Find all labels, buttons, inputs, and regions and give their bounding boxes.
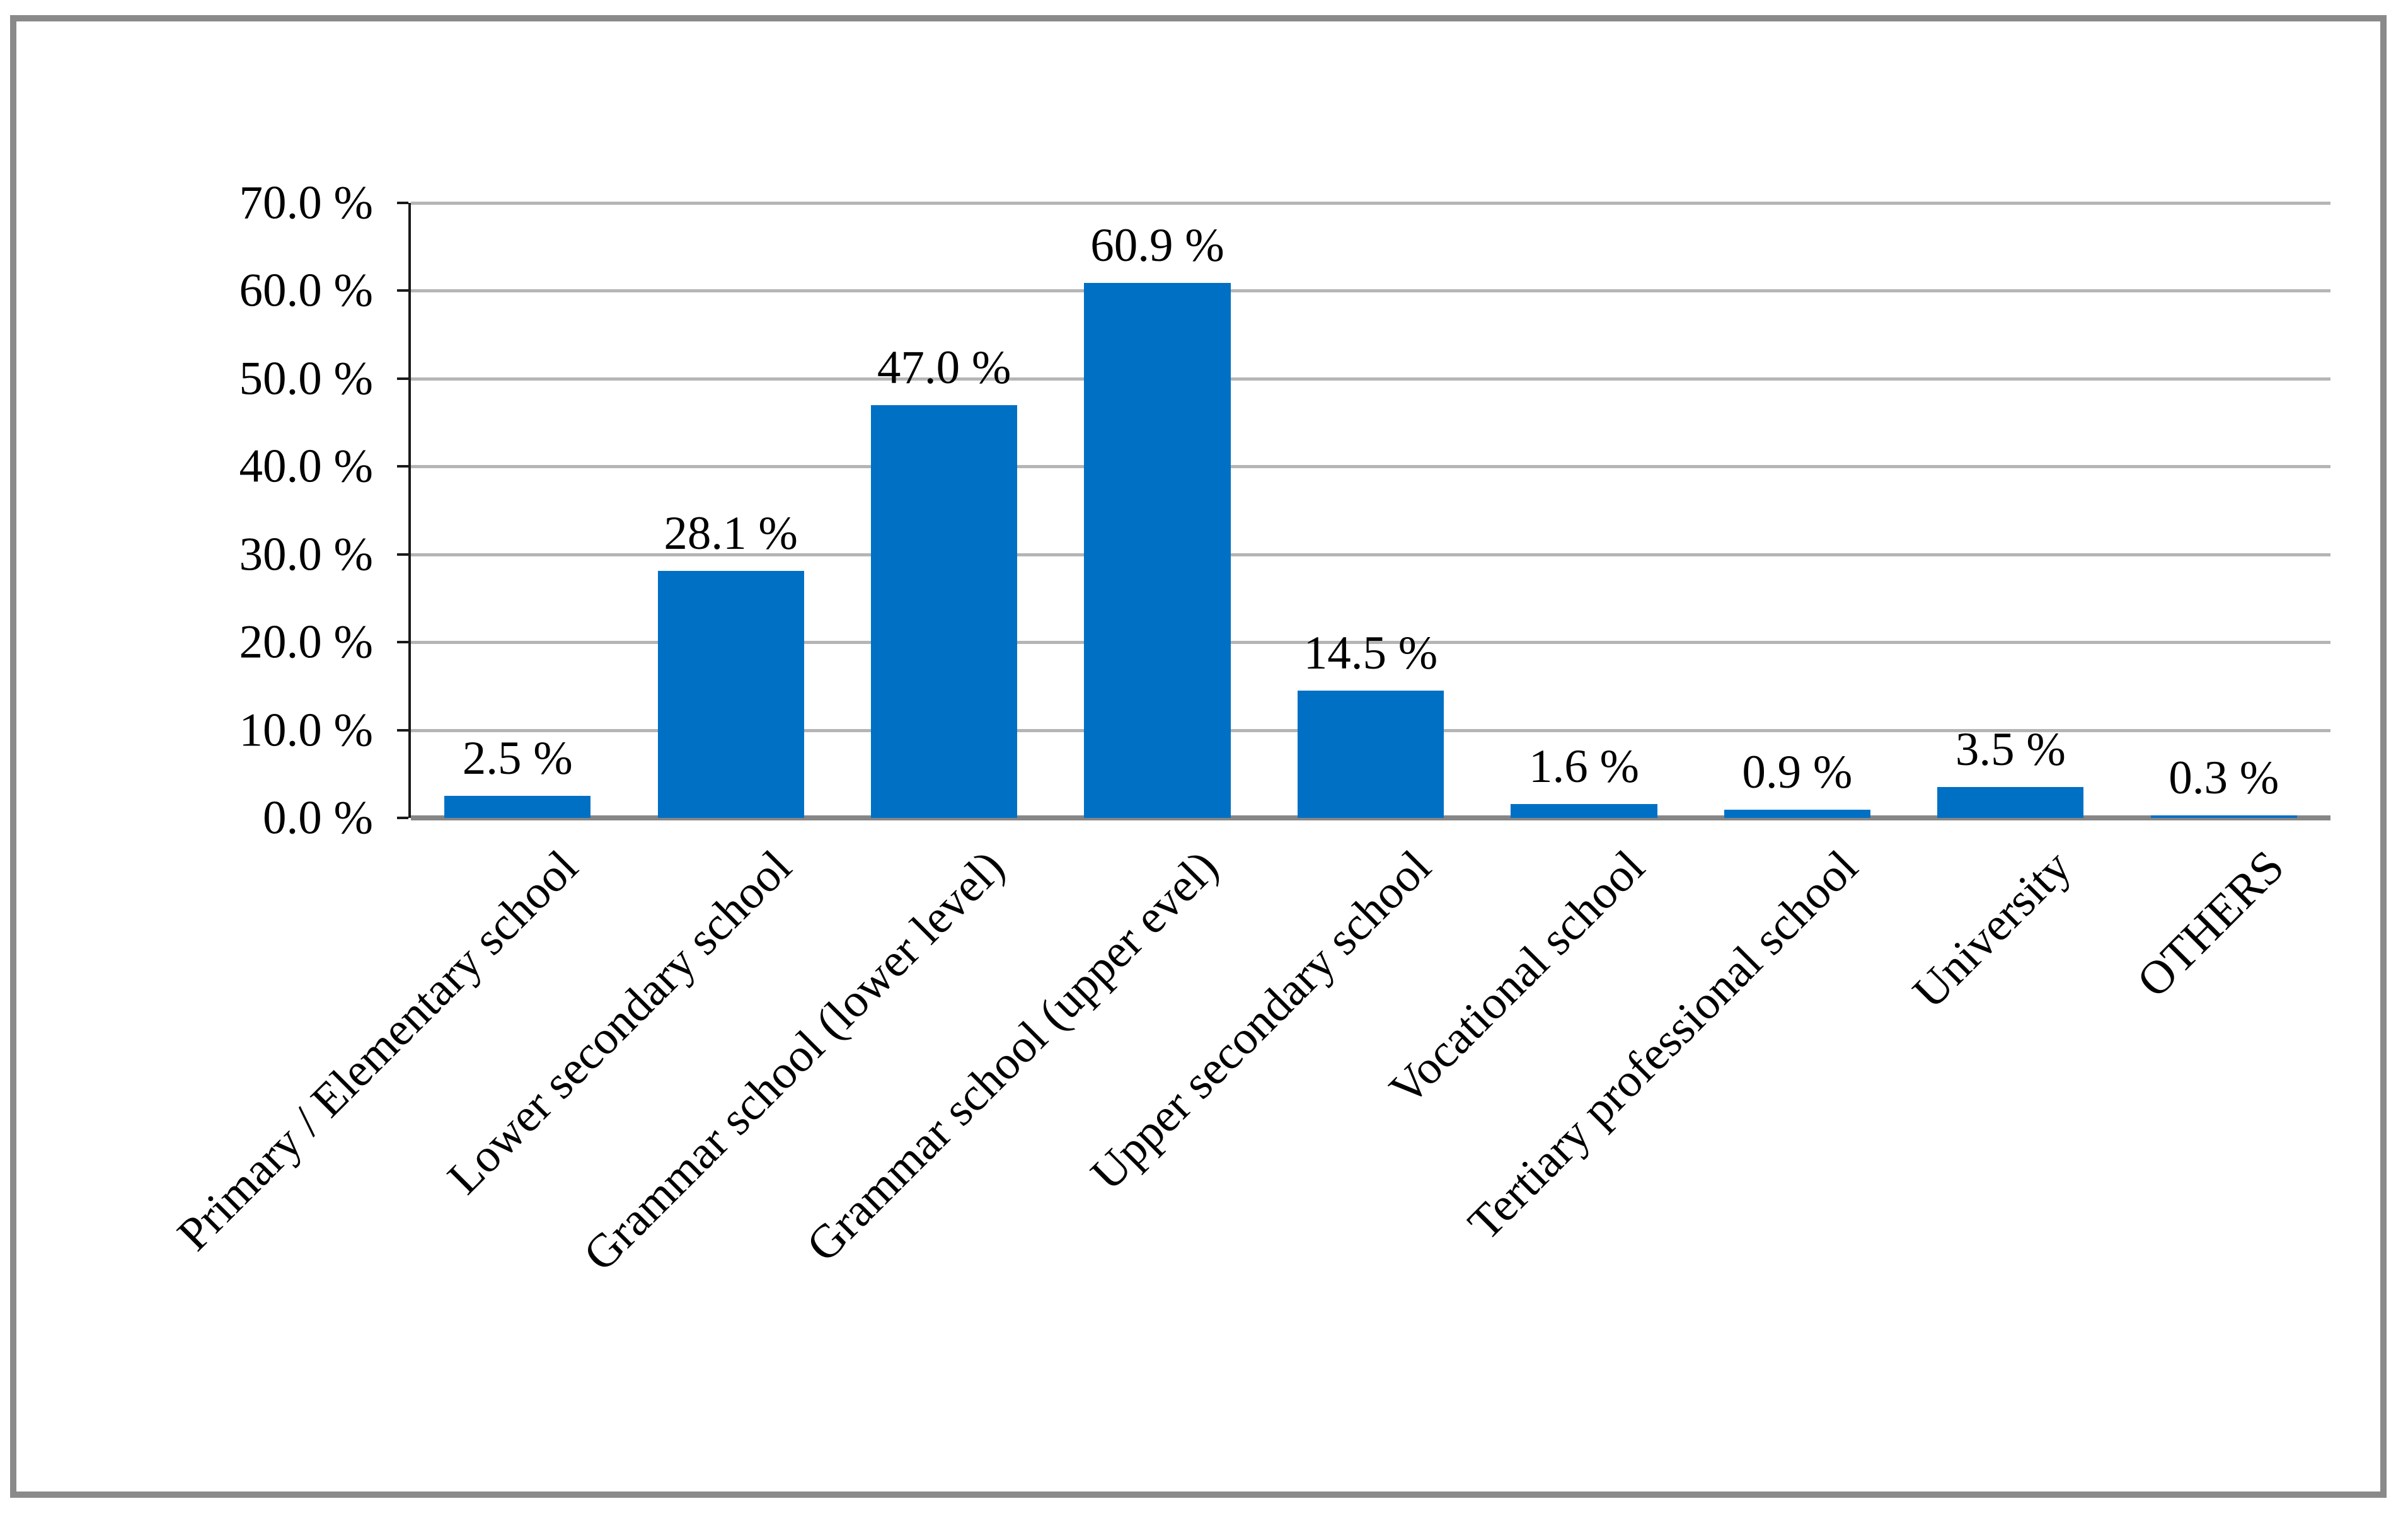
bar	[1297, 690, 1444, 818]
bar-value-label: 60.9 %	[1090, 219, 1224, 272]
bar	[444, 796, 591, 818]
y-axis-tick	[397, 465, 408, 468]
x-label-anchor: Tertiary professional school	[1305, 841, 1868, 1250]
bar	[871, 405, 1018, 818]
x-category-label: Grammar school (lower level)	[573, 840, 1015, 1282]
bar	[1937, 787, 2084, 818]
x-category-label: OTHERS	[2127, 840, 2295, 1008]
bar-slot: 14.5 %	[1264, 203, 1477, 818]
bar-slot: 47.0 %	[838, 203, 1051, 818]
x-category-label: Lower secondary school	[437, 840, 802, 1204]
bar-slot: 2.5 %	[411, 203, 624, 818]
bar-value-label: 3.5 %	[1955, 723, 2066, 776]
y-tick-label: 20.0 %	[239, 616, 373, 669]
y-axis-tick	[397, 641, 408, 644]
gridline	[411, 377, 2330, 381]
x-axis-labels: Primary / Elementary school Lower seconda…	[168, 818, 2330, 1511]
bar-value-label: 1.6 %	[1528, 740, 1639, 793]
y-axis-labels: 70.0 % 60.0 % 50.0 % 40.0 % 30.0 % 20.0 % 10.0…	[0, 180, 373, 842]
y-tick-label: 30.0 %	[239, 528, 373, 581]
y-axis-tick	[397, 377, 408, 380]
x-category-label: Tertiary professional school	[1458, 840, 1868, 1250]
y-tick-label: 70.0 %	[239, 176, 373, 229]
y-axis-tick	[397, 202, 408, 204]
bar-slot: 3.5 %	[1904, 203, 2117, 818]
y-tick-label: 10.0 %	[239, 704, 373, 757]
gridline	[411, 289, 2330, 293]
gridline	[411, 202, 2330, 205]
x-label-anchor: University	[1846, 841, 2081, 1019]
bar-slot: 0.3 %	[2117, 203, 2330, 818]
bar-value-label: 28.1 %	[664, 507, 798, 560]
gridline	[411, 641, 2330, 645]
bar-slot: 28.1 %	[624, 203, 837, 818]
y-tick-label: 0.0 %	[263, 791, 373, 844]
x-axis-line	[411, 815, 2330, 820]
y-axis-line	[408, 203, 411, 818]
bar-value-label: 47.0 %	[877, 341, 1011, 394]
gridline	[411, 553, 2330, 556]
plot-area: 2.5 % 28.1 % 47.0 % 60.9 % 14.5 % 1.6 % 0.9 % 3…	[397, 202, 2330, 820]
gridline	[411, 465, 2330, 469]
bar-value-label: 14.5 %	[1303, 626, 1438, 679]
bar-value-label: 2.5 %	[462, 732, 573, 785]
bar-value-label: 0.3 %	[2169, 751, 2279, 804]
x-label-anchor: OTHERS	[2075, 841, 2294, 1008]
y-tick-label: 60.0 %	[239, 264, 373, 317]
y-axis-tick	[397, 289, 408, 292]
y-axis-tick	[397, 728, 408, 732]
x-category-label: University	[1903, 840, 2081, 1019]
bar	[1511, 803, 1657, 818]
bar	[657, 571, 804, 818]
x-category-label: Grammar school (upper evel)	[796, 840, 1228, 1272]
bar-value-label: 0.9 %	[1742, 746, 1853, 799]
y-axis-tick	[397, 817, 408, 819]
bar-slot: 0.9 %	[1691, 203, 1904, 818]
y-axis-tick	[397, 553, 408, 556]
bar-slot: 60.9 %	[1051, 203, 1264, 818]
bar	[1724, 810, 1870, 818]
y-tick-label: 40.0 %	[239, 440, 373, 493]
bar	[2150, 815, 2297, 818]
y-tick-label: 50.0 %	[239, 352, 373, 405]
bar	[1084, 282, 1231, 818]
bar-slot: 1.6 %	[1477, 203, 1690, 818]
